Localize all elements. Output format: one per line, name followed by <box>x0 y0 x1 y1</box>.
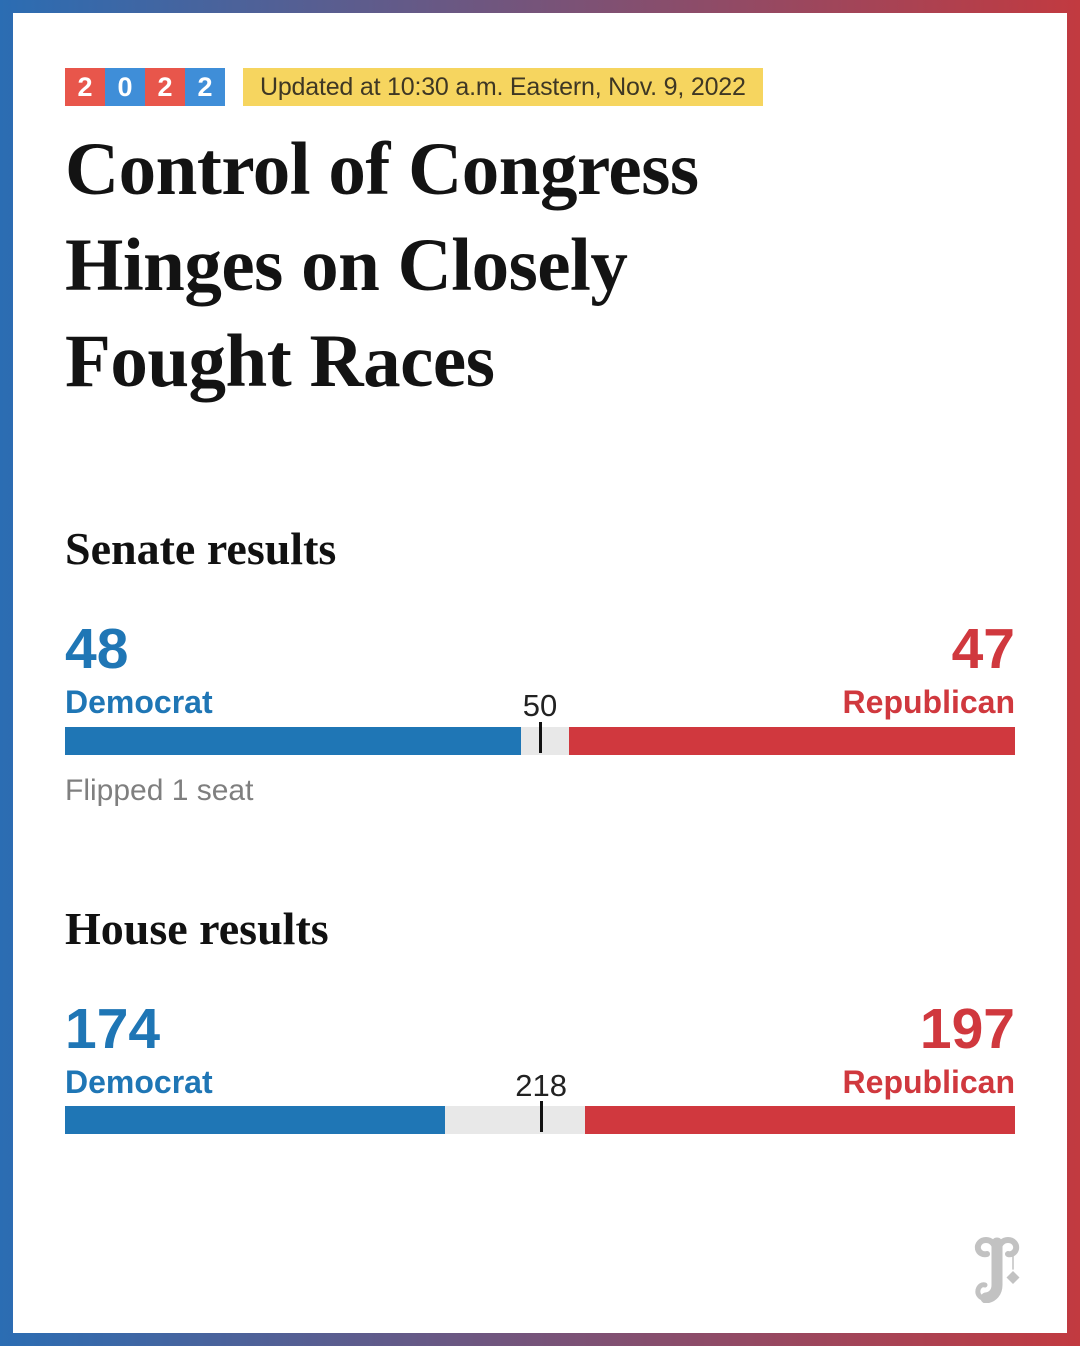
year-2022-badge: 2 0 2 2 <box>65 68 225 106</box>
card-background: 2 0 2 2 Updated at 10:30 a.m. Eastern, N… <box>13 13 1067 1333</box>
badge-digit: 0 <box>105 68 145 106</box>
majority-label: 50 <box>522 688 558 723</box>
senate-seat-counts: 48 47 <box>65 618 1015 680</box>
headline-line: Fought Races <box>65 320 495 403</box>
republican-bar-segment <box>568 727 1015 755</box>
republican-bar-segment <box>584 1106 1015 1134</box>
majority-label: 218 <box>515 1068 567 1103</box>
headline-line: Control of Congress <box>65 128 699 211</box>
updated-timestamp-banner: Updated at 10:30 a.m. Eastern, Nov. 9, 2… <box>243 68 763 106</box>
house-republican-count: 197 <box>919 997 1015 1061</box>
house-results-bar <box>65 1101 1015 1134</box>
headline-line: Hinges on Closely <box>65 224 628 307</box>
senate-party-labels: Democrat 50 Republican <box>65 684 1015 723</box>
senate-democrat-label: Democrat <box>65 684 213 720</box>
senate-republican-count: 47 <box>951 617 1015 681</box>
senate-results-section: Senate results 48 47 Democrat 50 Republi… <box>65 521 1015 809</box>
house-party-labels: Democrat 218 Republican <box>65 1064 1015 1103</box>
house-democrat-label: Democrat <box>65 1064 213 1100</box>
badge-digit: 2 <box>145 68 185 106</box>
senate-section-title: Senate results <box>65 523 337 574</box>
majority-tick <box>538 722 542 753</box>
democrat-bar-segment <box>65 727 521 755</box>
democrat-bar-segment <box>65 1106 445 1134</box>
page-title: Control of Congress Hinges on Closely Fo… <box>65 122 1015 410</box>
badge-digit: 2 <box>65 68 105 106</box>
senate-results-bar <box>65 722 1015 755</box>
nyt-t-logo-icon <box>973 1236 1023 1304</box>
house-republican-label: Republican <box>842 1064 1015 1100</box>
badge-digit: 2 <box>185 68 225 106</box>
senate-democrat-count: 48 <box>65 617 129 681</box>
senate-republican-label: Republican <box>842 684 1015 720</box>
house-section-title: House results <box>65 903 329 954</box>
majority-tick <box>539 1101 543 1132</box>
header-row: 2 0 2 2 Updated at 10:30 a.m. Eastern, N… <box>65 13 1015 106</box>
senate-flipped-note: Flipped 1 seat <box>65 774 254 807</box>
house-democrat-count: 174 <box>65 997 161 1061</box>
house-results-section: House results 174 197 Democrat 218 Repub… <box>65 901 1015 1134</box>
house-seat-counts: 174 197 <box>65 998 1015 1060</box>
